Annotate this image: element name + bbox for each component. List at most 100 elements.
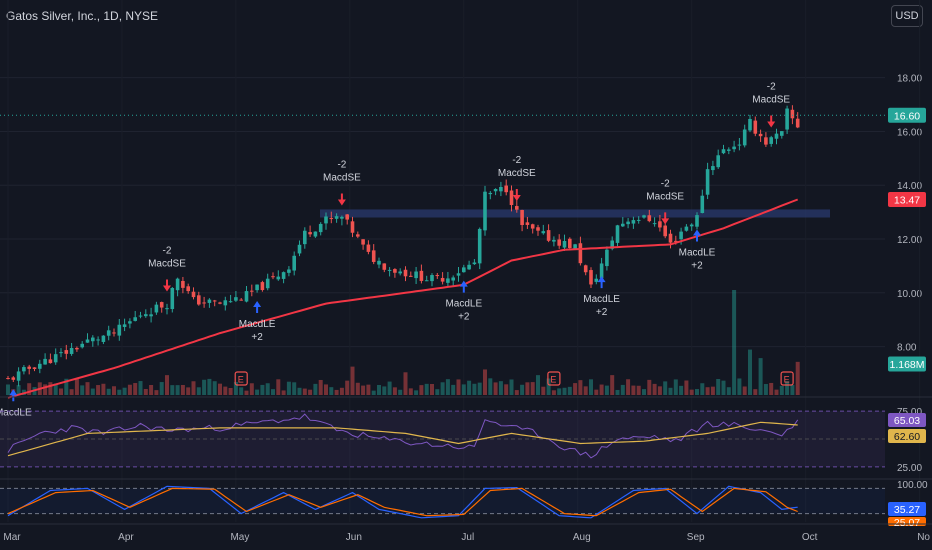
candle-body xyxy=(631,220,636,224)
rsi-value-bg xyxy=(888,413,926,427)
volume-bar xyxy=(117,389,122,395)
volume-bar xyxy=(594,389,599,395)
candle-body xyxy=(785,108,789,130)
volume-bar xyxy=(122,387,127,395)
volume-bar xyxy=(705,387,710,395)
y-tick-label-5: 18.00 xyxy=(897,74,922,85)
candle-body xyxy=(287,269,291,273)
volume-bar xyxy=(684,380,689,395)
candle-body xyxy=(764,137,768,145)
last-price-label-bg xyxy=(888,107,926,123)
candle-body xyxy=(11,377,16,380)
candle-body xyxy=(748,118,752,131)
candle-body xyxy=(557,239,561,246)
volume-bar xyxy=(339,387,344,395)
volume-bar xyxy=(748,349,752,395)
volume-bar xyxy=(467,380,472,395)
candle-body xyxy=(234,297,238,301)
volume-bar xyxy=(345,380,350,395)
x-tick-label-1: Apr xyxy=(118,532,134,543)
candle-body xyxy=(446,278,450,283)
volume-bar xyxy=(710,386,715,395)
volume-bar xyxy=(451,384,456,395)
signal-label: MacdLE xyxy=(0,407,32,418)
candle-body xyxy=(48,359,53,364)
x-tick-label-5: Aug xyxy=(573,532,591,543)
volume-bar xyxy=(652,383,657,395)
volume-bar xyxy=(170,385,175,395)
candle-body xyxy=(716,155,720,168)
volume-bar xyxy=(90,388,95,395)
signal-label: MacdSE xyxy=(646,191,684,202)
candle-body xyxy=(451,277,455,281)
candle-body xyxy=(536,227,540,231)
volume-bar xyxy=(461,384,466,395)
y-tick-label-1: 10.00 xyxy=(897,289,922,300)
signal-arrow-up-4 xyxy=(459,280,468,293)
volume-bar xyxy=(536,375,540,395)
volume-bar xyxy=(165,375,169,395)
candle-body xyxy=(303,230,307,245)
volume-bar xyxy=(610,375,615,395)
candle-body xyxy=(43,358,47,365)
rsi-level-75-label: 75.00 xyxy=(897,407,922,418)
candle-body xyxy=(488,192,493,195)
currency-button[interactable]: USD xyxy=(891,5,923,27)
candle-body xyxy=(80,343,84,348)
volume-bar xyxy=(228,387,233,395)
rsi-level-25-label: 25.00 xyxy=(897,463,922,474)
volume-bar xyxy=(180,384,185,395)
volume-bar xyxy=(742,386,747,395)
candle-body xyxy=(223,300,228,306)
candle-body xyxy=(75,347,79,350)
volume-bar xyxy=(74,378,79,395)
volume-bar xyxy=(695,389,699,395)
volume-bar xyxy=(223,386,228,395)
candle-body xyxy=(85,339,90,343)
signal-label: +2 xyxy=(458,312,470,323)
candle-body xyxy=(281,272,286,279)
volume-bar xyxy=(218,383,222,395)
x-tick-label-6: Sep xyxy=(687,532,705,543)
signal-label: MacdLE xyxy=(679,248,716,259)
volume-bar xyxy=(233,381,238,395)
candle-body xyxy=(133,317,137,321)
y-tick-label-2: 12.00 xyxy=(897,235,922,246)
candle-body xyxy=(435,275,440,277)
candle-body xyxy=(642,215,646,218)
signal-arrow-up-2 xyxy=(253,301,262,314)
volume-bar xyxy=(785,381,790,395)
volume-bar xyxy=(138,381,143,395)
candle-body xyxy=(790,109,795,119)
candle-body xyxy=(32,367,37,370)
volume-bar xyxy=(371,390,376,395)
candle-body xyxy=(112,332,116,334)
x-tick-label-4: Jul xyxy=(461,532,474,543)
candle-body xyxy=(472,262,477,265)
volume-bar xyxy=(350,366,355,395)
candle-body xyxy=(541,231,546,234)
earnings-badge-letter: E xyxy=(238,375,244,385)
volume-bar xyxy=(472,383,477,395)
candle-body xyxy=(583,265,588,273)
volume-bar xyxy=(202,379,207,395)
candle-body xyxy=(589,270,593,285)
volume-bar xyxy=(514,390,519,395)
volume-bar xyxy=(281,390,286,395)
signal-arrow-down-9 xyxy=(767,115,776,128)
stoch-band xyxy=(0,488,885,514)
candle-body xyxy=(308,232,312,235)
candle-body xyxy=(440,277,445,282)
volume-bar xyxy=(763,384,768,395)
signal-label: -2 xyxy=(337,160,346,171)
volume-bar xyxy=(445,379,450,395)
signal-arrow-down-1 xyxy=(163,279,171,292)
volume-bar xyxy=(721,380,726,395)
candle-body xyxy=(424,280,429,282)
volume-bar xyxy=(726,387,731,395)
candle-body xyxy=(239,299,243,301)
volume-bar xyxy=(154,390,159,395)
volume-bar xyxy=(578,380,583,395)
candle-body xyxy=(324,216,328,224)
